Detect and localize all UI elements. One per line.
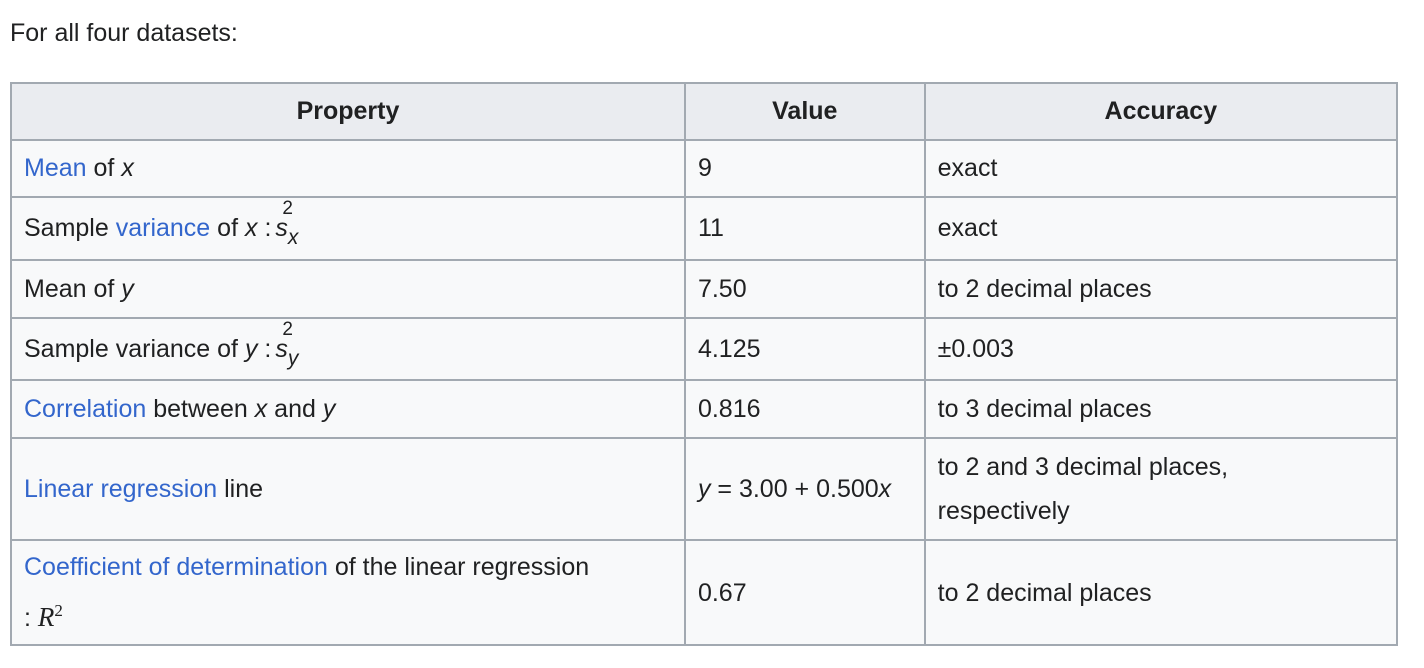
link-variance[interactable]: variance	[115, 214, 211, 242]
variable: x	[121, 154, 134, 182]
property-text: Mean of	[24, 274, 115, 303]
property-text: of	[93, 154, 115, 182]
table-row: Correlation between x and y 0.816 to 3 d…	[10, 379, 1399, 439]
property-text: line	[224, 475, 264, 503]
header-value: Value	[683, 82, 926, 141]
variable: x	[878, 475, 892, 503]
property-text: of	[217, 214, 239, 242]
colon: :	[264, 334, 272, 363]
value-cell: 11	[683, 196, 926, 261]
property-cell: Mean of x	[10, 139, 686, 198]
variable: x	[244, 214, 258, 242]
variable: x	[254, 394, 268, 423]
value-cell: 9	[683, 139, 926, 198]
header-property: Property	[10, 82, 686, 141]
table-row: Linear regression line y = 3.00 + 0.500x…	[10, 437, 1399, 541]
link-mean[interactable]: Mean	[24, 154, 87, 182]
statistics-table: Property Value Accuracy Mean of x 9 exac…	[10, 82, 1399, 646]
variable: y	[244, 334, 258, 363]
equation-text: = 3.00 + 0.500	[717, 475, 879, 503]
colon: :	[24, 604, 31, 632]
property-text: Sample	[24, 214, 109, 242]
colon: :	[264, 214, 272, 242]
property-text: between	[153, 394, 248, 423]
header-row: Property Value Accuracy	[10, 82, 1399, 141]
formula-r-squared: R2	[37, 601, 63, 632]
variable: y	[322, 394, 336, 423]
accuracy-cell: to 2 and 3 decimal places, respectively	[923, 437, 1399, 541]
property-cell: Correlation between x and y	[10, 379, 686, 439]
property-cell: Mean of y	[10, 259, 686, 319]
variable: y	[121, 274, 134, 303]
property-cell: Coefficient of determination of the line…	[10, 539, 686, 646]
property-cell: Linear regression line	[10, 437, 686, 541]
value-cell: 7.50	[683, 259, 926, 319]
property-text: and	[274, 394, 316, 423]
link-coefficient-of-determination[interactable]: Coefficient of determination	[24, 553, 328, 581]
accuracy-line: to 2 and 3 decimal places,	[937, 453, 1229, 481]
accuracy-cell: to 2 decimal places	[923, 259, 1399, 319]
header-accuracy: Accuracy	[923, 82, 1399, 141]
table-row: Mean of y 7.50 to 2 decimal places	[10, 259, 1399, 319]
value-cell: 0.67	[683, 539, 926, 646]
table-row: Mean of x 9 exact	[10, 139, 1399, 198]
accuracy-cell: exact	[923, 139, 1399, 198]
intro-text: For all four datasets:	[10, 19, 238, 47]
accuracy-cell: to 2 decimal places	[923, 539, 1399, 646]
link-linear-regression[interactable]: Linear regression	[24, 475, 218, 503]
value-cell: 4.125	[683, 317, 926, 381]
value-cell: y = 3.00 + 0.500x	[683, 437, 926, 541]
accuracy-cell: exact	[923, 196, 1399, 261]
value-cell: 0.816	[683, 379, 926, 439]
link-correlation[interactable]: Correlation	[24, 394, 147, 423]
property-text: of the linear regression	[334, 553, 590, 581]
variable: y	[697, 475, 711, 503]
accuracy-cell: ±0.003	[923, 317, 1399, 381]
table-row: Coefficient of determination of the line…	[10, 539, 1399, 646]
accuracy-cell: to 3 decimal places	[923, 379, 1399, 439]
property-text: Sample variance of	[24, 334, 239, 363]
accuracy-line: respectively	[937, 497, 1070, 525]
